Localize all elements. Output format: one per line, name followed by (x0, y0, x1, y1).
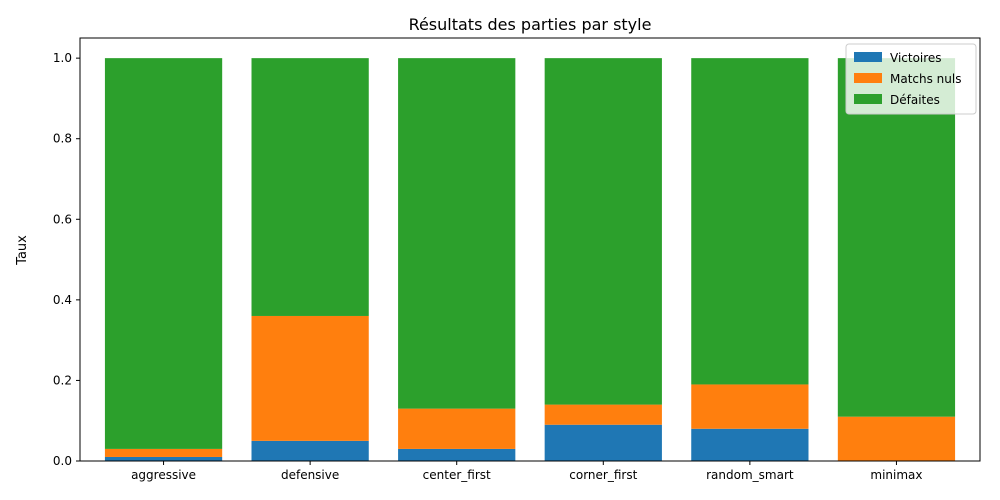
x-tick-label: corner_first (569, 468, 637, 482)
bar-center_first-series-2 (398, 58, 516, 409)
legend-label-2: Défaites (890, 93, 940, 107)
y-tick-label: 0.4 (53, 293, 72, 307)
bar-corner_first-series-0 (544, 424, 662, 461)
bar-aggressive-series-1 (104, 448, 223, 457)
y-tick-label: 0.6 (53, 212, 72, 226)
legend-swatch-2 (854, 94, 882, 104)
bar-aggressive-series-2 (104, 58, 223, 449)
legend-label-1: Matchs nuls (890, 72, 961, 86)
legend-swatch-0 (854, 52, 882, 62)
plot-frame (79, 37, 981, 462)
bar-corner_first-series-1 (544, 404, 662, 425)
legend-label-0: Victoires (890, 51, 942, 65)
bar-minimax-series-2 (837, 58, 956, 417)
y-tick-label: 1.0 (53, 51, 72, 65)
bar-corner_first-series-2 (544, 58, 662, 405)
legend: Victoires Matchs nuls Défaites (845, 43, 977, 115)
y-tick-label: 0.0 (53, 454, 72, 468)
bar-random_smart-series-1 (691, 384, 809, 429)
bar-aggressive-series-0 (104, 456, 223, 461)
bar-center_first-series-0 (398, 448, 516, 461)
x-tick-label: center_first (423, 468, 491, 482)
legend-swatch-1 (854, 73, 882, 83)
bar-center_first-series-1 (398, 408, 516, 449)
y-axis-label: Taux (15, 235, 30, 266)
x-tick-label: aggressive (131, 468, 196, 482)
bars-group (104, 58, 956, 461)
axes-group: 0.0 0.2 0.4 0.6 0.8 1.0 aggressive defensive cen… (53, 37, 981, 482)
chart-title: Résultats des parties par style (409, 15, 652, 34)
bar-random_smart-series-2 (691, 58, 809, 385)
bar-defensive-series-2 (251, 58, 369, 316)
bar-defensive-series-1 (251, 315, 369, 441)
bar-minimax-series-1 (837, 416, 956, 461)
x-tick-label: defensive (281, 468, 339, 482)
y-tick-label: 0.2 (53, 373, 72, 387)
x-tick-label: random_smart (706, 468, 794, 482)
bar-random_smart-series-0 (691, 428, 809, 461)
bar-defensive-series-0 (251, 440, 369, 461)
x-tick-label: minimax (870, 468, 922, 482)
y-tick-label: 0.8 (53, 132, 72, 146)
